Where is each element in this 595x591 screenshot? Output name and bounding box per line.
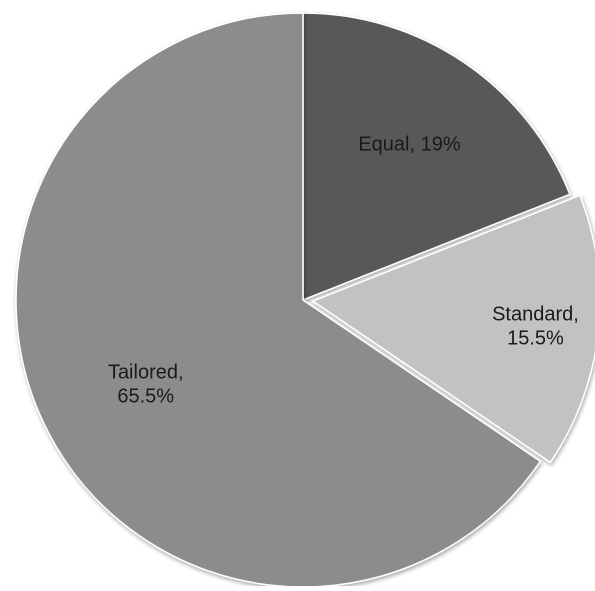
pie-labels: Equal, 19% Standard, 15.5% Tailored, 65.5%: [108, 133, 579, 407]
pie-label-line: 65.5%: [117, 385, 174, 407]
pie-label-line: Standard,: [492, 304, 579, 326]
pie-label-line: 15.5%: [507, 328, 564, 350]
pie-label-equal: Equal, 19%: [358, 133, 461, 155]
pie-label-line: Equal, 19%: [358, 133, 461, 155]
pie-slice-equal: [302, 12, 571, 302]
pie-slice-standard: [311, 194, 595, 464]
pie-label-line: Tailored,: [108, 361, 184, 383]
pie-label-tailored: Tailored, 65.5%: [108, 361, 184, 407]
pie-slices: [15, 12, 595, 588]
pie-slice-tailored: [15, 12, 542, 588]
pie-label-standard: Standard, 15.5%: [492, 304, 579, 350]
